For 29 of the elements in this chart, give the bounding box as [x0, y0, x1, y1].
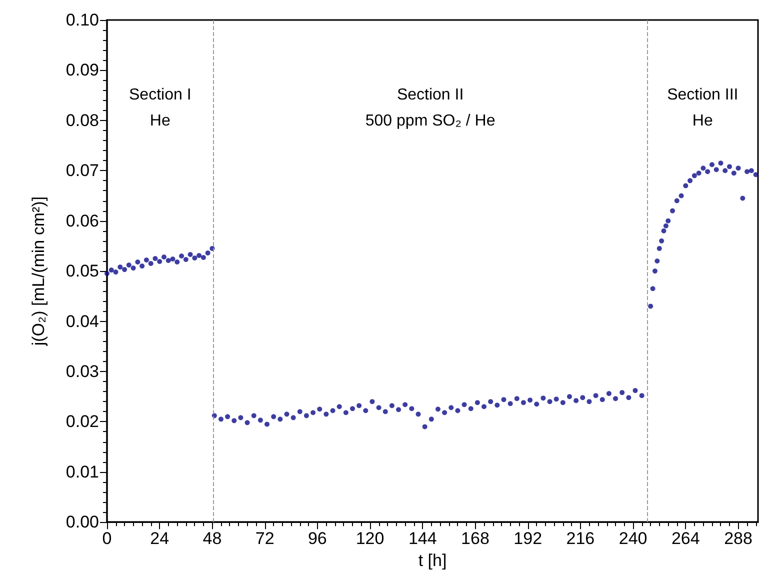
y-tick-label: 0.02: [66, 412, 99, 432]
y-tick-label: 0.08: [66, 110, 99, 130]
annotation: Section III He: [667, 86, 738, 130]
x-tick-label: 120: [356, 529, 384, 548]
x-tick-label: 72: [255, 529, 274, 548]
x-tick-label: 96: [308, 529, 327, 548]
x-tick-label: 24: [150, 529, 170, 548]
y-tick-label: 0.06: [66, 211, 99, 230]
y-tick-label: 0.00: [66, 512, 99, 532]
y-tick-label: 0.05: [66, 262, 99, 281]
x-tick-label: 168: [461, 529, 490, 548]
x-tick-label: 144: [408, 529, 437, 548]
y-tick-label: 0.04: [66, 312, 99, 331]
x-tick-label: 288: [724, 529, 752, 548]
x-axis-title: t [h]: [418, 551, 447, 570]
annotation: Section I He: [129, 86, 192, 130]
x-tick-label: 264: [671, 529, 700, 548]
x-tick-label: 48: [202, 529, 222, 548]
y-tick-label: 0.09: [66, 60, 99, 80]
x-tick-label: 240: [618, 529, 648, 548]
x-tick-label: 192: [514, 529, 542, 548]
y-axis-title: j(O₂) [mL/(min cm²)]: [29, 196, 48, 347]
y-tick-label: 0.03: [66, 362, 99, 381]
y-tick-label: 0.10: [66, 10, 99, 30]
y-tick-label: 0.07: [66, 161, 99, 180]
y-tick-label: 0.01: [66, 462, 99, 482]
x-tick-label: 0: [102, 529, 112, 548]
x-tick-label: 216: [566, 529, 595, 548]
annotation: Section II 500 ppm SO₂ / He: [365, 86, 496, 130]
